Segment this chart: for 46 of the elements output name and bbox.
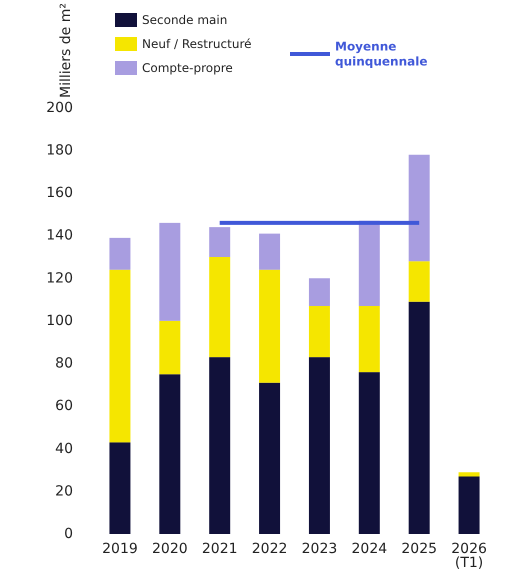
bar [458, 476, 480, 534]
bar [408, 261, 430, 302]
bar [358, 306, 380, 372]
y-tick-label: 20 [55, 483, 73, 500]
y-tick-label: 0 [64, 526, 73, 542]
bar [408, 302, 430, 534]
bar [159, 222, 180, 321]
y-tick-label: 200 [46, 100, 73, 116]
bar [109, 270, 130, 442]
x-tick-label: 2019 [102, 541, 138, 557]
bar [109, 238, 130, 270]
bar [259, 270, 280, 383]
bar [308, 306, 330, 358]
bar [308, 278, 330, 306]
bar [209, 257, 230, 358]
y-tick-label: 100 [46, 312, 73, 329]
y-tick-label: 140 [46, 228, 73, 244]
x-tick-label: 2025 [401, 541, 438, 557]
x-tick-label: 2023 [302, 541, 338, 557]
bar [159, 374, 180, 534]
bar [159, 320, 180, 374]
bar [109, 442, 130, 534]
y-tick-label: 160 [46, 185, 73, 202]
x-tick-label: 2020 [152, 541, 188, 557]
y-tick-label: 120 [46, 270, 73, 286]
bar [209, 227, 230, 258]
y-tick-label: 180 [46, 142, 73, 158]
y-tick-label: 60 [55, 398, 73, 414]
y-axis-title: Milliers de m² [58, 3, 74, 98]
bar [308, 357, 330, 534]
bar [458, 472, 480, 476]
y-tick-label: 40 [55, 440, 73, 457]
x-tick-label: 2021 [202, 541, 238, 557]
x-tick-label: 2024 [351, 541, 388, 557]
legend-label: Moyenne quinquennale [335, 40, 428, 68]
legend-label: Compte-propre [142, 61, 233, 75]
bar [259, 234, 280, 270]
bar [408, 154, 430, 262]
x-tick-label: 2026 (T1) [451, 541, 487, 571]
legend-label: Seconde main [142, 13, 228, 27]
bar [259, 382, 280, 534]
y-tick-label: 80 [55, 356, 73, 372]
legend-label: Neuf / Restructuré [142, 37, 252, 51]
bar [209, 357, 230, 534]
bar [358, 372, 380, 534]
x-tick-label: 2022 [252, 541, 288, 557]
